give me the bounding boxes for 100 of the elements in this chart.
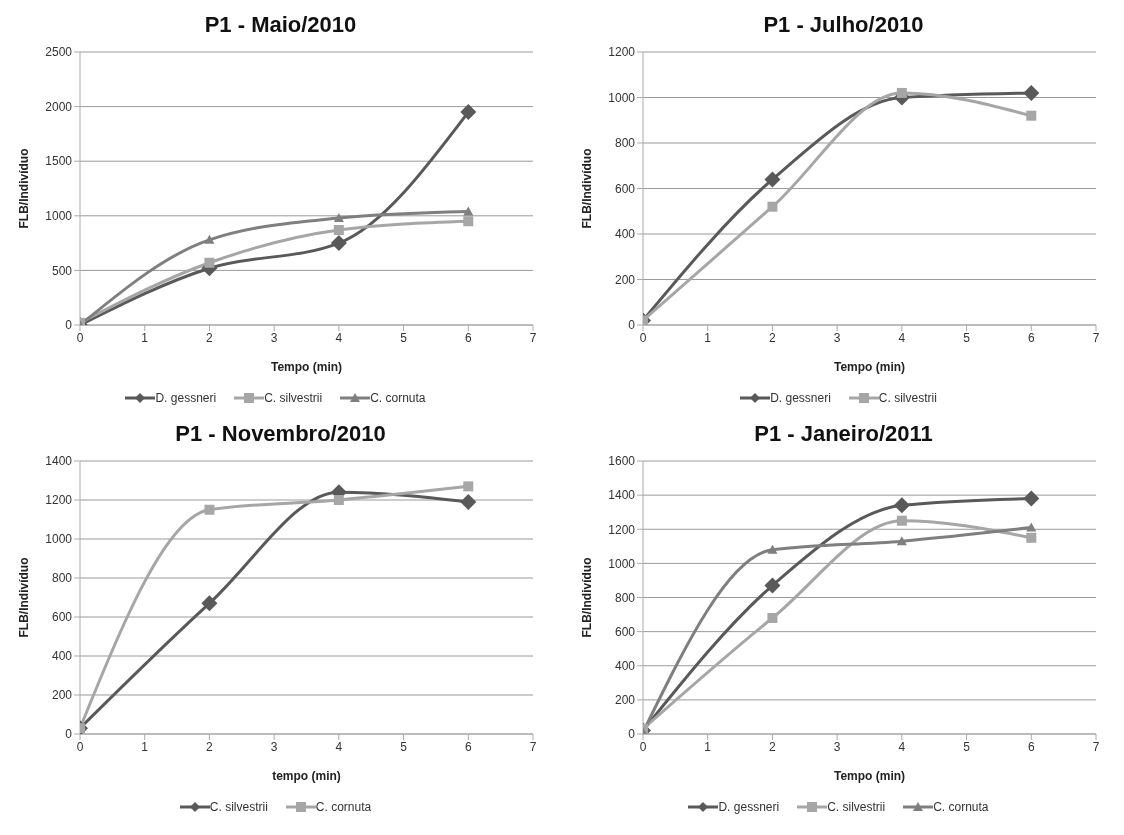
- y-tick-label: 600: [614, 181, 636, 196]
- y-tick-label: 1200: [608, 522, 636, 537]
- x-tick-label: 3: [270, 739, 278, 754]
- point: [201, 595, 218, 612]
- x-tick-label: 0: [76, 330, 84, 345]
- y-tick-label: 2000: [45, 99, 73, 114]
- legend-label: C. silvestrii: [264, 391, 323, 405]
- x-tick-label: 3: [833, 739, 841, 754]
- y-tick-label: 1000: [45, 532, 73, 547]
- x-tick-label: 3: [833, 330, 841, 345]
- y-tick-label: 800: [614, 590, 636, 605]
- point: [204, 234, 215, 244]
- point: [330, 235, 347, 252]
- x-tick-label: 4: [898, 739, 906, 754]
- y-tick-label: 0: [65, 318, 73, 333]
- point: [893, 497, 910, 514]
- legend-label: D. gessneri: [770, 391, 831, 405]
- y-tick-label: 400: [614, 227, 636, 242]
- y-axis-title: FLB/Indivíduo: [17, 557, 32, 638]
- x-tick-label: 1: [704, 330, 712, 345]
- x-tick-label: 0: [639, 330, 647, 345]
- y-tick-label: 0: [628, 727, 636, 742]
- y-tick-label: 1400: [45, 454, 73, 469]
- y-axis-title: FLB/Indivíduo: [580, 557, 595, 638]
- x-tick-label: 1: [704, 739, 712, 754]
- x-tick-label: 7: [1092, 330, 1100, 345]
- x-tick-label: 2: [206, 739, 214, 754]
- chart-title: P1 - Julho/2010: [762, 11, 925, 39]
- y-tick-label: 1200: [45, 493, 73, 508]
- legend-label: C. cornuta: [933, 800, 989, 814]
- x-tick-label: 6: [464, 739, 472, 754]
- y-tick-label: 500: [51, 263, 73, 278]
- y-tick-label: 1000: [45, 209, 73, 224]
- y-tick-label: 200: [614, 272, 636, 287]
- y-tick-label: 1400: [608, 488, 636, 503]
- point: [1026, 532, 1037, 543]
- x-tick-label: 2: [206, 330, 214, 345]
- y-axis-title: FLB/Indivíduo: [17, 148, 32, 229]
- y-tick-label: 400: [614, 659, 636, 674]
- x-axis-title: tempo (min): [272, 769, 341, 783]
- chart-title: P1 - Novembro/2010: [174, 420, 387, 448]
- x-tick-label: 0: [639, 739, 647, 754]
- point: [204, 504, 215, 515]
- point: [333, 212, 344, 222]
- x-tick-label: 4: [335, 739, 343, 754]
- legend-label: C. cornuta: [315, 800, 372, 814]
- x-tick-label: 1: [141, 739, 149, 754]
- x-tick-label: 6: [464, 330, 472, 345]
- point: [767, 544, 778, 554]
- y-tick-label: 2500: [45, 45, 73, 60]
- x-tick-label: 4: [898, 330, 906, 345]
- point: [896, 536, 907, 546]
- point: [767, 201, 778, 212]
- y-tick-label: 1000: [608, 556, 636, 571]
- legend-label: C. silvestrii: [827, 800, 886, 814]
- point: [460, 493, 477, 510]
- y-tick-label: 600: [614, 624, 636, 639]
- x-tick-label: 2: [769, 330, 777, 345]
- point: [1023, 490, 1040, 507]
- x-tick-label: 7: [1092, 739, 1100, 754]
- y-tick-label: 600: [51, 610, 73, 625]
- x-tick-label: 5: [400, 330, 408, 345]
- y-tick-label: 1500: [45, 154, 73, 169]
- point: [463, 206, 474, 216]
- point: [764, 577, 781, 594]
- point: [333, 225, 344, 235]
- point: [463, 481, 474, 492]
- y-tick-label: 1600: [608, 454, 636, 469]
- x-tick-label: 3: [270, 330, 278, 345]
- x-axis-title: Tempo (min): [833, 769, 906, 783]
- point: [767, 612, 778, 623]
- y-tick-label: 1000: [608, 90, 636, 105]
- x-tick-label: 2: [769, 739, 777, 754]
- y-tick-label: 1200: [608, 45, 636, 60]
- point: [1023, 84, 1040, 101]
- point: [896, 87, 907, 98]
- chart-title: P1 - Janeiro/2011: [753, 420, 934, 448]
- y-tick-label: 0: [628, 318, 636, 333]
- x-tick-label: 5: [963, 739, 971, 754]
- y-tick-label: 0: [65, 727, 73, 742]
- x-tick-label: 6: [1027, 330, 1035, 345]
- point: [896, 515, 907, 526]
- x-axis-title: Tempo (min): [270, 360, 343, 374]
- y-tick-label: 800: [51, 571, 73, 586]
- point: [463, 216, 474, 227]
- legend-label: C. cornuta: [370, 391, 426, 405]
- legend-label: C. silvestrii: [209, 800, 268, 814]
- x-tick-label: 7: [529, 330, 537, 345]
- legend-label: C. silvestrii: [878, 391, 937, 405]
- chart-title: P1 - Maio/2010: [203, 11, 358, 39]
- x-tick-label: 7: [529, 739, 537, 754]
- point: [1026, 522, 1037, 532]
- y-tick-label: 200: [614, 693, 636, 708]
- x-tick-label: 5: [400, 739, 408, 754]
- point: [1026, 110, 1037, 121]
- x-tick-label: 0: [76, 739, 84, 754]
- y-tick-label: 400: [51, 649, 73, 664]
- point: [333, 495, 344, 505]
- legend-label: D. gessneri: [718, 800, 780, 814]
- x-tick-label: 1: [141, 330, 149, 345]
